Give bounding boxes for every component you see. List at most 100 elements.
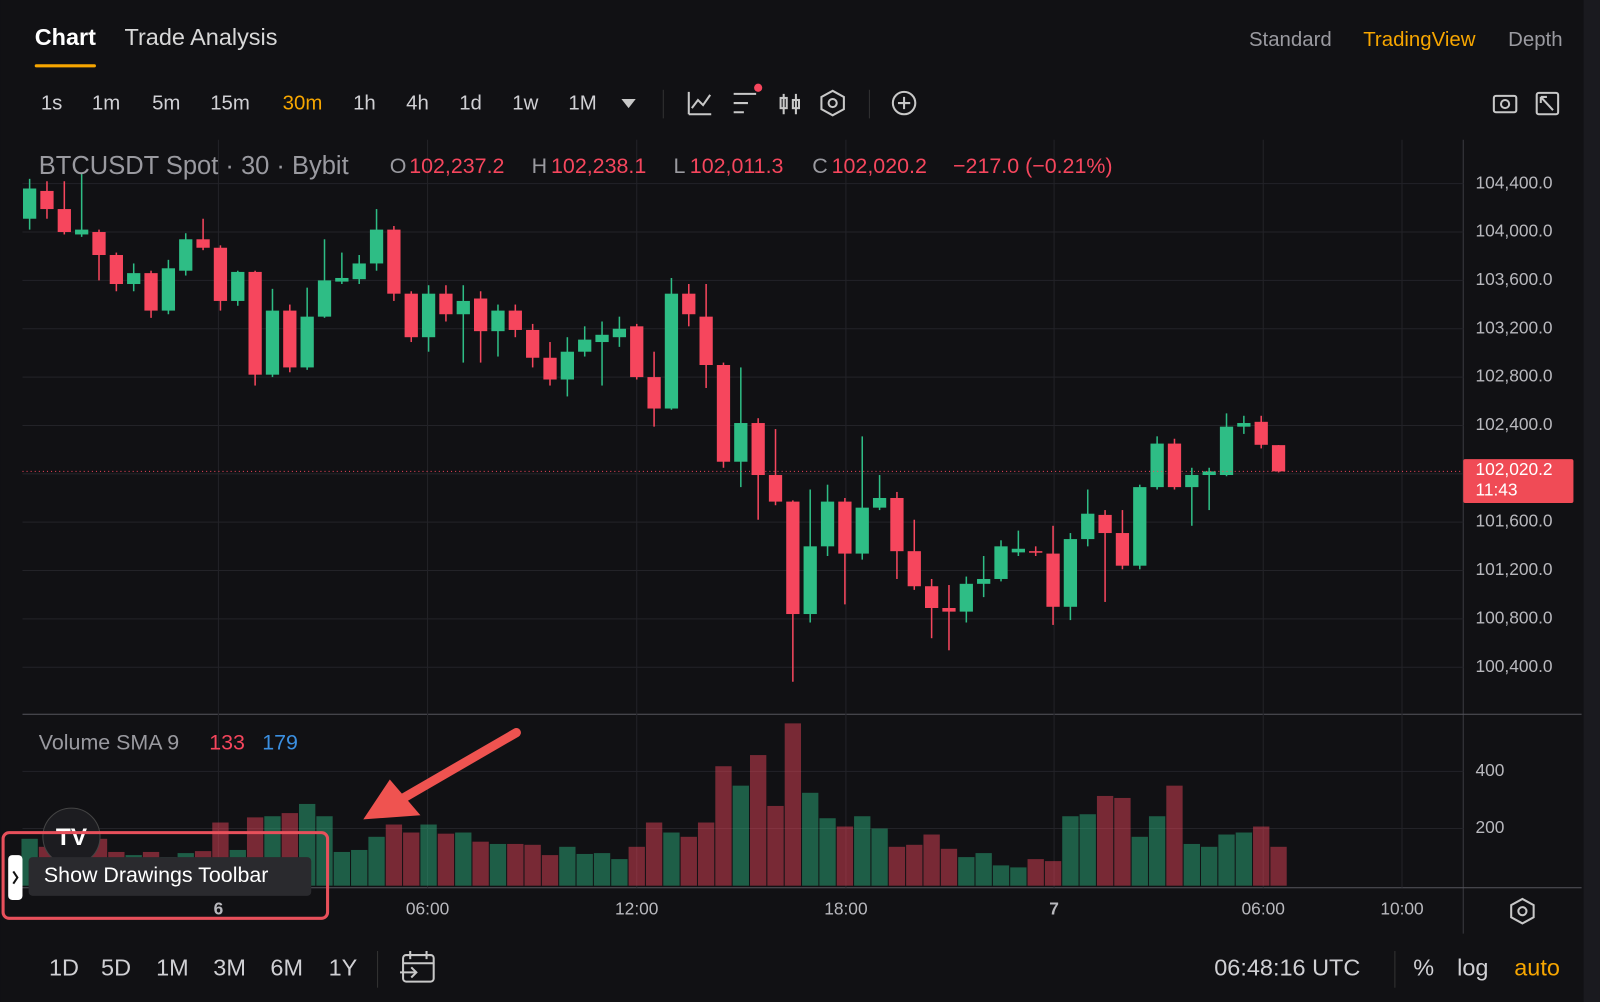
interval[interactable]: 4h [406,92,429,114]
volume-bar [1253,826,1270,886]
candle-body [595,334,609,343]
range[interactable]: 5D [101,955,131,981]
axis-settings-icon[interactable] [1510,897,1535,925]
ohlc-value: 102,237.2 [409,154,504,178]
volume-bar [1218,834,1235,886]
candle-body [803,546,817,615]
candle-body [144,273,158,311]
candle-body [664,293,679,409]
volume-bar [715,766,732,886]
interval[interactable]: 1d [459,92,482,114]
candle-body [213,247,228,301]
y-tick-label: 101,200.0 [1475,559,1552,579]
screenshot-icon[interactable] [1492,94,1518,114]
fullscreen-icon [1539,95,1554,111]
volume-bar [819,818,836,886]
volume-bar [403,832,420,886]
logo: TV [56,824,88,851]
candle-body [734,423,748,462]
add-icon [897,96,911,110]
volume-bar [697,822,715,886]
tab[interactable]: Trade Analysis [125,24,278,50]
interval[interactable]: 1s [41,92,63,114]
interval[interactable]: 1m [92,92,120,114]
candle-body [109,254,123,285]
view-tab[interactable]: TradingView [1363,29,1475,51]
volume-bar [507,843,524,886]
ohlc-value: 102,011.3 [690,154,784,178]
volume-bar [437,833,455,886]
date-range-icon [400,950,434,979]
volume-bar [559,846,576,886]
y-tick-label: 100,400.0 [1475,656,1552,676]
volume-bar [1270,846,1287,886]
interval[interactable]: 5m [152,92,180,114]
scale-option[interactable]: auto [1514,955,1560,981]
volume-bar [472,841,489,886]
last-price-tag [1463,459,1574,503]
candle-body [612,328,627,338]
candle-body [300,316,314,368]
volume-bar [455,832,472,886]
range[interactable]: 1M [156,955,189,981]
candle-body [335,277,349,282]
candles [22,174,1286,682]
view-tab[interactable]: Depth [1508,29,1562,51]
axis-settings-icon [1517,906,1528,917]
range[interactable]: 1D [49,955,79,981]
scale-option[interactable]: log [1457,955,1488,981]
volume-bar [316,816,333,886]
fullscreen-icon[interactable] [1535,91,1560,116]
tab[interactable]: Chart [35,24,96,50]
volume-bar [784,723,802,886]
candle-body [994,546,1008,579]
interval[interactable]: 30m [283,92,323,114]
candle-body [508,310,522,330]
candle-body [1011,548,1025,553]
candle-body [1150,443,1164,488]
range[interactable]: 3M [213,955,246,981]
candle-body [1202,471,1216,476]
add-icon[interactable] [891,90,917,116]
candle-body [1081,513,1095,540]
interval[interactable]: 1h [353,92,376,114]
y-tick-label: 100,800.0 [1475,607,1552,627]
volume-tick-label: 400 [1475,760,1504,780]
candle-body [768,475,783,502]
range[interactable]: 1Y [329,955,358,981]
volume-bar [802,792,819,886]
y-tick-label: 102,400.0 [1475,414,1552,434]
date-range-icon[interactable] [402,954,435,983]
candle-body [820,501,835,547]
candle-body [1271,445,1286,472]
template-icon[interactable] [733,92,757,114]
candle-body [855,507,869,554]
indicator-icon[interactable] [687,91,712,116]
drawings-toggle[interactable] [8,855,23,900]
scale-option[interactable]: % [1413,955,1434,981]
tooltip: Show Drawings Toolbar [44,863,268,887]
candle-body [630,326,644,378]
settings-icon[interactable] [820,89,845,117]
volume-bar [611,859,628,886]
interval-dropdown[interactable] [621,98,636,109]
range[interactable]: 6M [270,955,303,981]
volume-bar [420,824,437,886]
candle-body [404,293,418,338]
candle-body [907,551,921,587]
interval[interactable]: 1w [512,92,538,114]
x-tick-label: 06:00 [406,899,449,919]
x-tick-label: 6 [214,899,224,919]
candle-body [439,293,453,315]
candle-body [786,501,800,615]
volume-bar [680,836,697,886]
ohlc-key: C [812,154,827,178]
y-tick-label: 104,000.0 [1475,221,1552,241]
settings-icon [827,97,838,109]
view-tab[interactable]: Standard [1249,29,1332,51]
interval[interactable]: 1M [568,92,596,114]
symbol-title: BTCUSDT Spot · 30 · Bybit [39,152,349,180]
interval[interactable]: 15m [210,92,250,114]
volume-bar [333,851,351,886]
